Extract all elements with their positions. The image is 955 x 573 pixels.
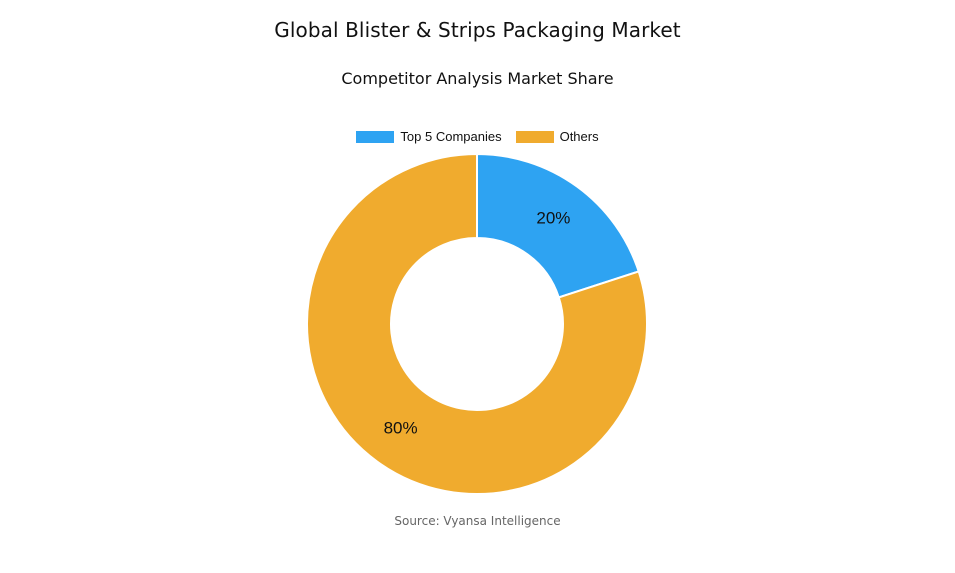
donut-labels: 20% 80% (384, 208, 571, 437)
chart-legend: Top 5 Companies Others (0, 129, 955, 144)
legend-label-top-5-companies: Top 5 Companies (400, 129, 502, 144)
source-note: Source: Vyansa Intelligence (394, 514, 561, 528)
donut-slices (306, 152, 648, 495)
legend-swatch-others (515, 130, 554, 143)
legend-label-others: Others (559, 129, 599, 144)
legend-item-top-5-companies[interactable]: Top 5 Companies (356, 129, 502, 144)
chart-subtitle: Competitor Analysis Market Share (341, 69, 614, 88)
slice-others[interactable] (306, 152, 648, 495)
chart-title: Global Blister & Strips Packaging Market (274, 18, 681, 42)
slice-label-others: 80% (384, 419, 418, 438)
legend-item-others[interactable]: Others (515, 129, 599, 144)
legend-swatch-top-5-companies (356, 130, 395, 143)
slice-label-top-5-companies: 20% (536, 208, 570, 227)
slice-top-5-companies[interactable] (476, 152, 640, 299)
